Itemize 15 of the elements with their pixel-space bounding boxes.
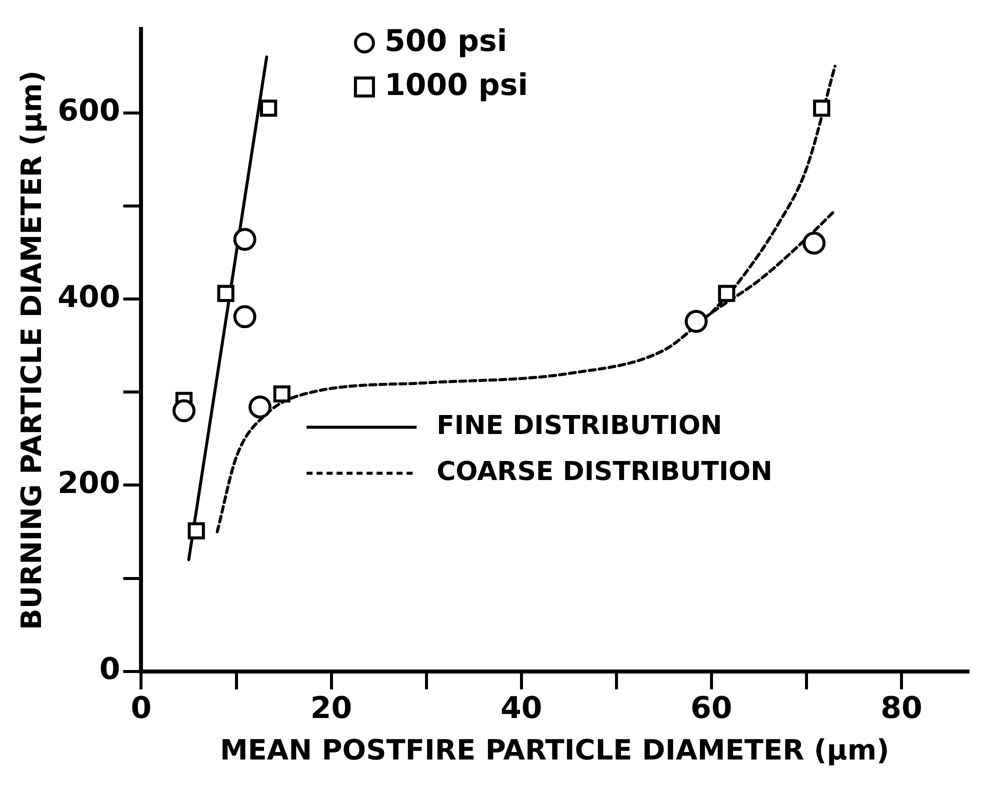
x-tick-label: 20 [310, 691, 352, 726]
x-tick-label: 80 [880, 691, 922, 726]
y-tick-label: 0 [99, 652, 120, 688]
y-tick-label: 400 [58, 280, 120, 315]
legend-label: COARSE DISTRIBUTION [436, 457, 772, 488]
legend-label: 1000 psi [384, 68, 528, 103]
legend-label: FINE DISTRIBUTION [436, 411, 722, 442]
legend-label: 500 psi [384, 24, 508, 59]
x-axis-title: MEAN POSTFIRE PARTICLE DIAMETER (μm) [220, 733, 890, 766]
y-tick-label: 600 [58, 94, 120, 129]
x-tick-label: 60 [690, 691, 732, 726]
x-tick-label: 0 [130, 691, 152, 726]
y-axis-title: BURNING PARTICLE DIAMETER (μm) [15, 70, 48, 630]
y-tick-label: 200 [58, 466, 120, 501]
x-tick-label: 40 [500, 691, 542, 726]
